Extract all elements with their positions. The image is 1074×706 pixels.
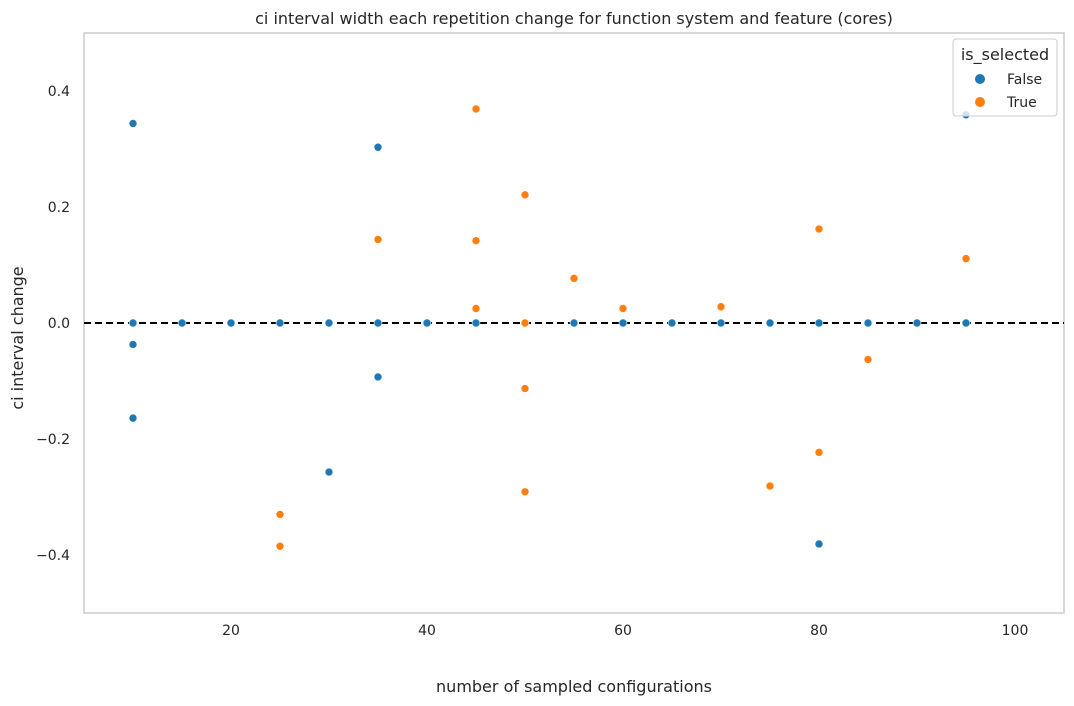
legend: is_selected False True	[952, 38, 1058, 117]
tick-labels: 20 40 60 80 100 0.4 0.2 0.0 −0.2 −0.4	[36, 84, 1028, 639]
x-tick-label: 60	[614, 623, 632, 639]
data-points	[128, 104, 971, 551]
data-point-true	[471, 236, 481, 245]
legend-label-true: True	[1006, 95, 1037, 111]
data-point-false	[618, 318, 628, 328]
x-tick-label: 20	[222, 623, 240, 639]
data-point-true	[275, 510, 285, 519]
data-point-false	[765, 318, 775, 328]
data-point-false	[128, 340, 138, 349]
data-point-true	[863, 355, 873, 364]
y-tick-label: −0.2	[36, 432, 70, 448]
legend-title: is_selected	[961, 45, 1049, 65]
data-point-true	[471, 304, 481, 313]
data-point-true	[765, 481, 775, 491]
y-axis-label: ci interval change	[8, 266, 27, 409]
data-point-false	[863, 318, 873, 328]
x-tick-label: 80	[810, 623, 828, 639]
x-axis-label: number of sampled configurations	[436, 677, 712, 696]
data-point-true	[520, 487, 530, 497]
data-point-false	[324, 467, 334, 477]
data-point-false	[373, 318, 383, 328]
data-point-false	[373, 372, 383, 382]
chart-title: ci interval width each repetition change…	[255, 9, 893, 28]
data-point-false	[667, 318, 677, 328]
x-tick-label: 40	[418, 623, 436, 639]
legend-box	[952, 38, 1058, 117]
data-point-true	[373, 235, 383, 244]
data-point-false	[471, 318, 481, 328]
x-tick-label: 100	[1002, 623, 1029, 639]
data-point-false	[814, 539, 824, 549]
y-tick-label: 0.4	[48, 84, 70, 100]
data-point-true	[275, 541, 285, 551]
y-tick-label: −0.4	[36, 548, 70, 564]
data-point-true	[961, 254, 971, 263]
data-point-false	[569, 318, 579, 328]
data-point-false	[373, 142, 383, 152]
data-point-true	[814, 224, 824, 234]
data-point-true	[520, 384, 530, 393]
data-point-true	[569, 274, 579, 283]
data-point-false	[324, 318, 334, 328]
data-point-false	[275, 318, 285, 328]
data-point-true	[520, 318, 530, 328]
data-point-true	[618, 304, 628, 313]
data-point-true	[814, 448, 824, 457]
legend-label-false: False	[1007, 72, 1042, 88]
data-point-false	[128, 413, 138, 423]
data-point-false	[128, 119, 138, 128]
data-point-true	[471, 104, 481, 114]
y-tick-label: 0.0	[48, 316, 70, 332]
y-tick-label: 0.2	[48, 200, 70, 216]
data-point-true	[520, 190, 530, 200]
data-point-false	[128, 318, 138, 328]
data-point-false	[177, 318, 187, 328]
data-point-true	[716, 302, 726, 312]
data-point-false	[961, 318, 971, 328]
legend-marker-false	[975, 74, 985, 84]
data-point-false	[422, 318, 432, 328]
data-point-false	[226, 318, 236, 328]
data-point-false	[912, 318, 922, 328]
data-point-false	[814, 318, 824, 328]
legend-marker-true	[975, 97, 985, 107]
data-point-false	[716, 318, 726, 328]
